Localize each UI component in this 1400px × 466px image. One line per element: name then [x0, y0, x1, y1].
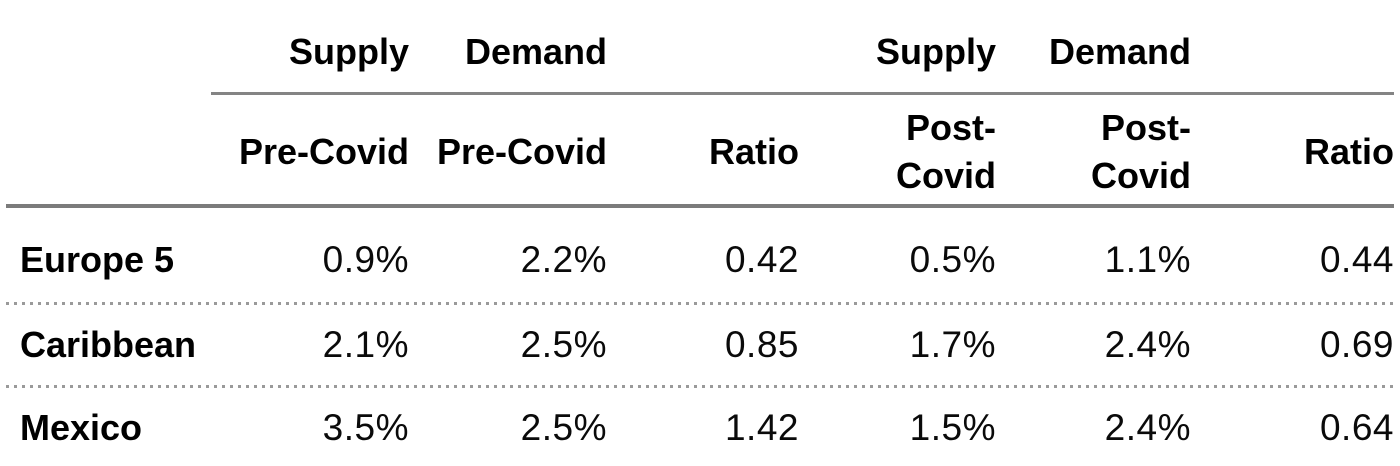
column-header-row: Pre-Covid Pre-Covid Ratio Post- Covid Po…	[6, 93, 1394, 208]
column-header-line: Pre-Covid	[436, 130, 607, 172]
column-header-demand-postcovid: Post- Covid	[996, 93, 1191, 208]
column-header-demand-precovid: Pre-Covid	[409, 93, 607, 208]
cell-europe5-demand-post: 1.1%	[1104, 239, 1191, 280]
cell-caribbean-ratio-pre: 0.85	[724, 324, 799, 365]
group-header-supply-postcovid: Supply	[799, 0, 996, 95]
column-header-line: Post-	[906, 106, 996, 148]
group-header-demand-precovid: Demand	[409, 0, 607, 95]
table-row-caribbean: Caribbean 2.1% 2.5% 0.85 1.7% 2.4% 0.69	[6, 305, 1394, 385]
column-header-line: Covid	[895, 154, 996, 196]
column-header-line: Pre-Covid	[238, 130, 409, 172]
cell-caribbean-supply-pre: 2.1%	[322, 324, 409, 365]
column-header-ratio-precovid: Ratio	[607, 93, 799, 208]
cell-mexico-ratio-pre: 1.42	[607, 388, 799, 466]
cell-mexico-demand-post: 2.4%	[996, 388, 1191, 466]
row-label-europe-5: Europe 5	[20, 239, 175, 280]
dotted-divider-line	[6, 385, 1394, 388]
column-header-supply-postcovid: Post- Covid	[799, 93, 996, 208]
group-header-demand-postcovid: Demand	[996, 0, 1191, 95]
row-label-mexico: Mexico	[6, 388, 211, 466]
group-header-row: Supply Demand Supply Demand	[6, 0, 1394, 95]
cell-caribbean-demand-pre: 2.5%	[520, 324, 607, 365]
group-header-spacer-ratio-pre	[607, 0, 799, 95]
cell-mexico-ratio-post: 0.64	[1191, 388, 1394, 466]
cell-europe5-demand-pre: 2.2%	[520, 239, 607, 280]
group-header-spacer-ratio-post	[1191, 0, 1394, 95]
column-header-line: Post-	[1101, 106, 1191, 148]
dotted-divider	[6, 385, 1394, 388]
cell-mexico-supply-post: 1.5%	[799, 388, 996, 466]
table-row-europe-5: Europe 5 0.9% 2.2% 0.42 0.5% 1.1% 0.44	[6, 206, 1394, 302]
corner-spacer	[6, 0, 211, 94]
column-header-supply-precovid: Pre-Covid	[211, 93, 409, 208]
column-header-line: Ratio	[1304, 130, 1394, 172]
row-label-caribbean: Caribbean	[20, 324, 197, 365]
cell-europe5-ratio-post: 0.44	[1319, 239, 1394, 280]
corner-spacer	[6, 93, 211, 208]
cell-europe5-ratio-pre: 0.42	[724, 239, 799, 280]
cell-mexico-demand-pre: 2.5%	[409, 388, 607, 466]
cell-europe5-supply-post: 0.5%	[909, 239, 996, 280]
cell-caribbean-supply-post: 1.7%	[909, 324, 996, 365]
cell-caribbean-ratio-post: 0.69	[1319, 324, 1394, 365]
supply-demand-ratio-table: Supply Demand Supply Demand Pre-Covid Pr…	[6, 0, 1394, 466]
table-row-mexico: Mexico 3.5% 2.5% 1.42 1.5% 2.4% 0.64	[6, 388, 1394, 466]
column-header-line: Covid	[1090, 154, 1191, 196]
column-header-line: Ratio	[709, 130, 799, 172]
group-header-supply-precovid: Supply	[211, 0, 409, 95]
dotted-divider-line	[6, 302, 1394, 305]
cell-europe5-supply-pre: 0.9%	[322, 239, 409, 280]
dotted-divider	[6, 302, 1394, 305]
cell-mexico-supply-pre: 3.5%	[211, 388, 409, 466]
cell-caribbean-demand-post: 2.4%	[1104, 324, 1191, 365]
column-header-ratio-postcovid: Ratio	[1191, 93, 1394, 208]
